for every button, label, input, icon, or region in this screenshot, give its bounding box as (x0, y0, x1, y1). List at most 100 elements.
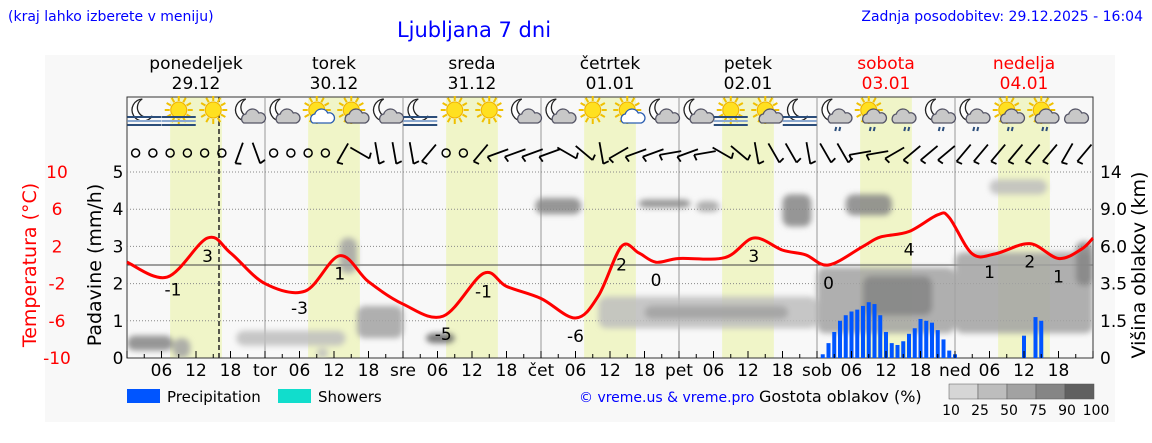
day-date: 30.12 (310, 74, 359, 94)
x-hour-label: 18 (496, 361, 518, 381)
precipitation-bar (861, 305, 865, 358)
rain-icon (1006, 126, 1010, 132)
sun-ray (481, 117, 486, 123)
wind-barb-icon (234, 142, 244, 165)
sun-ray (462, 113, 468, 118)
weather-icon-moon-cloud (269, 98, 301, 124)
precipitation-bar (895, 344, 900, 358)
cloud-icon (862, 108, 888, 124)
cloud-icon (758, 108, 784, 124)
wind-barb-icon (937, 145, 956, 165)
x-day-label: tor (253, 361, 277, 381)
wind-feather (486, 156, 492, 163)
wind-barb-icon (1060, 143, 1074, 165)
weather-icon-sun-cloud (337, 96, 370, 124)
wind-feather (336, 161, 344, 165)
wind-barb-icon (658, 150, 682, 161)
sun-ray (442, 102, 448, 107)
wind-feather (591, 154, 596, 161)
sun-ray (1048, 102, 1054, 107)
sun-ray (998, 97, 1004, 103)
cloud-area (426, 333, 455, 344)
x-hour-label: 18 (634, 361, 656, 381)
wind-barb-icon (421, 143, 437, 165)
precipitation-bar (941, 339, 946, 358)
precipitation-bar (826, 343, 831, 358)
sun-ray (584, 97, 590, 103)
sun-icon (440, 96, 469, 124)
wind-barb-icon (575, 145, 596, 161)
wind-shaft (575, 145, 594, 161)
sun-ray (186, 102, 192, 107)
wind-shaft (521, 148, 544, 158)
wind-feather (693, 154, 698, 161)
sun-ray (872, 97, 877, 103)
wind-barbs (130, 142, 1093, 165)
wind-shaft (937, 145, 956, 161)
wind-barb-icon (624, 148, 647, 163)
sun-ray (752, 113, 758, 118)
location-hint[interactable]: (kraj lahko izberete v meniju) (8, 9, 214, 25)
sun-ray (458, 97, 463, 103)
x-day-label: sob (802, 361, 832, 381)
sun-ray (170, 97, 176, 103)
cloud-area (955, 252, 1093, 334)
cloud-area (782, 194, 812, 227)
cloud-icon (1000, 108, 1026, 124)
wind-shaft (836, 143, 850, 163)
wind-feather (395, 160, 403, 165)
wind-shaft (625, 148, 647, 158)
x-hour-label: 18 (358, 361, 380, 381)
wind-shaft (1060, 143, 1074, 163)
sun-icon (199, 96, 228, 124)
wind-shaft (659, 150, 682, 156)
temperature-tick: -10 (43, 349, 71, 369)
wind-feather (920, 159, 927, 165)
sun-ray (354, 97, 360, 103)
x-hour-label: 12 (1013, 361, 1035, 381)
sun-disc (480, 101, 498, 119)
moon-icon (786, 98, 809, 122)
sun-ray (446, 117, 452, 123)
precipitation-tick: 5 (113, 163, 124, 183)
precipitation-bar (878, 315, 883, 358)
weather-icon-moon-cloud (234, 98, 267, 124)
day-date: 03.01 (862, 74, 911, 94)
sun-ray (994, 102, 1000, 107)
wind-shaft (819, 143, 832, 163)
sun-ray (580, 102, 586, 107)
wind-shaft (251, 142, 261, 164)
cloud-icon (655, 108, 681, 124)
cloud-height-tick: 6.0 (1100, 237, 1127, 257)
sun-ray (600, 113, 606, 118)
sun-ray (718, 102, 724, 107)
day-name: petek (724, 54, 772, 74)
weather-icons (127, 96, 1090, 132)
temperature-label: 3 (202, 247, 213, 267)
daylight-band (170, 97, 222, 358)
day-date: 31.12 (448, 74, 497, 94)
temperature-label: 1 (1053, 267, 1064, 287)
weather-icon-sun-fog (713, 96, 748, 126)
wind-shaft (784, 143, 798, 163)
wind-shaft (234, 142, 244, 164)
temperature-label: 2 (1024, 253, 1035, 273)
sun-ray (580, 113, 586, 118)
credit-link[interactable]: © vreme.us & vreme.pro (579, 390, 754, 406)
density-label: 10 (942, 403, 960, 419)
cloud-icon (1034, 108, 1060, 124)
sun-ray (446, 97, 452, 103)
rain-icon (941, 126, 945, 132)
temperature-label: -3 (291, 299, 308, 319)
sun-disc (722, 101, 740, 119)
weather-icon-sun-cloud-rain (992, 96, 1026, 132)
weather-icon-moon-cloud (510, 98, 543, 124)
cloud-area (1075, 241, 1093, 286)
x-hour-label: 12 (461, 361, 483, 381)
density-swatch (1006, 383, 1037, 400)
sun-ray (757, 97, 762, 103)
sun-ray (205, 117, 210, 123)
day-date: 02.01 (724, 74, 773, 94)
sun-ray (856, 113, 862, 118)
cloud-area (696, 201, 720, 212)
